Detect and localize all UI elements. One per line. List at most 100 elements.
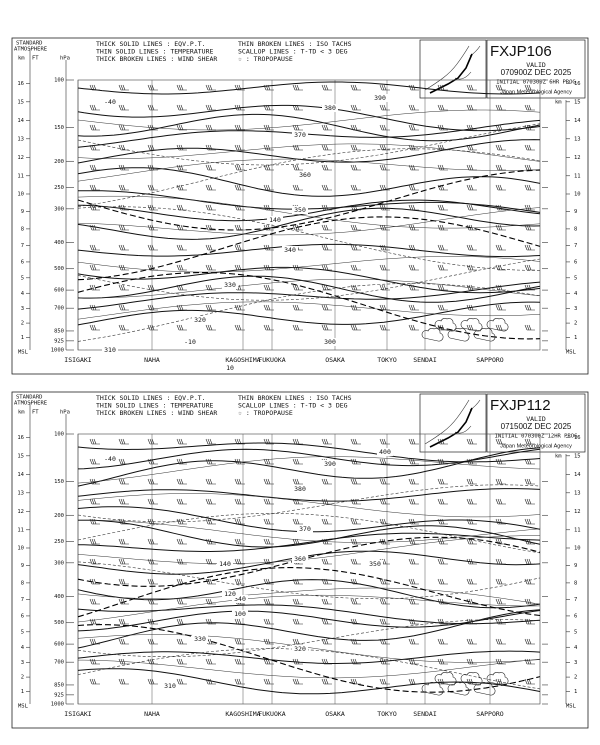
wind-barb: [205, 104, 216, 111]
contour-label: 140: [269, 216, 281, 224]
wind-barb: [466, 558, 477, 565]
wind-barb: [466, 638, 477, 645]
wind-barb: [466, 518, 477, 525]
wind-barb: [408, 678, 419, 685]
eqv-pt-line: [77, 447, 541, 487]
km-label: 3: [574, 306, 577, 312]
wind-barb: [89, 144, 100, 151]
wind-barb: [321, 678, 332, 685]
km-label: 11: [17, 527, 24, 533]
pressure-label: 500: [54, 266, 64, 272]
eqv-pt-line: [77, 448, 541, 470]
wind-barb: [524, 324, 535, 331]
wind-barb: [118, 284, 129, 291]
wind-barb: [263, 498, 274, 505]
wind-barb: [147, 638, 158, 645]
wind-barb: [408, 324, 419, 331]
eqv-pt-line: [77, 113, 541, 142]
km-label: 3: [21, 306, 24, 312]
pressure-label: 925: [54, 338, 64, 344]
wind-barb: [176, 304, 187, 311]
wind-barb: [234, 678, 245, 685]
wind-barb: [466, 224, 477, 231]
wind-barb: [350, 204, 361, 211]
km-label: 10: [17, 545, 24, 551]
label-bg: [297, 525, 313, 533]
wind-barb: [205, 144, 216, 151]
wind-barb: [205, 204, 216, 211]
wind-barb: [205, 618, 216, 625]
wind-barb: [176, 224, 187, 231]
temperature-line: [77, 195, 541, 229]
wind-barb: [205, 284, 216, 291]
wind-barb: [176, 264, 187, 271]
km-label: 16: [574, 81, 581, 87]
km-label: 12: [574, 509, 581, 515]
wind-barb: [321, 284, 332, 291]
wind-barb: [466, 678, 477, 685]
contour-label: -10: [184, 338, 196, 346]
wind-barb: [89, 224, 100, 231]
contour-label: 140: [219, 560, 231, 568]
eqv-pt-line: [77, 604, 541, 625]
wind-barb: [466, 618, 477, 625]
label-bg: [292, 485, 308, 493]
axis-unit: km: [18, 410, 25, 416]
wind-barb: [205, 224, 216, 231]
wind-barb: [147, 104, 158, 111]
km-label: 2: [21, 321, 24, 327]
wind-barb: [350, 324, 361, 331]
wind-barb: [350, 144, 361, 151]
wind-barb: [466, 84, 477, 91]
km-label: 5: [21, 275, 24, 281]
wind-barb: [408, 518, 419, 525]
contour-label: 400: [379, 448, 391, 456]
axis-note: ATMOSPHERE: [14, 401, 47, 407]
wind-barb: [524, 638, 535, 645]
axis-note: STANDARD: [16, 41, 43, 47]
wind-barb: [89, 638, 100, 645]
wind-barb: [89, 478, 100, 485]
wind-barb: [495, 244, 506, 251]
wind-barb: [234, 498, 245, 505]
label-bg: [222, 281, 238, 289]
wind-barb: [524, 84, 535, 91]
wind-barb: [495, 558, 506, 565]
wind-barb: [321, 204, 332, 211]
wind-barb: [321, 144, 332, 151]
valid-time: 070900Z DEC 2025: [501, 68, 572, 77]
wind-barb: [350, 518, 361, 525]
wind-barb: [263, 204, 274, 211]
wind-barb: [263, 244, 274, 251]
wind-barb: [321, 658, 332, 665]
axis-unit: MSL: [566, 350, 577, 356]
moisture-scallop: [421, 682, 444, 696]
label-bg: [232, 595, 248, 603]
km-label: 1: [21, 335, 24, 341]
eqv-pt-line: [77, 207, 541, 240]
wind-barb: [89, 618, 100, 625]
wind-barb: [408, 498, 419, 505]
wind-barb: [379, 578, 390, 585]
wind-barb: [321, 618, 332, 625]
contour-label: 120: [224, 590, 236, 598]
km-label: 7: [21, 597, 24, 603]
wind-barb: [495, 658, 506, 665]
km-label: 1: [574, 335, 577, 341]
label-bg: [292, 206, 308, 214]
wind-barb: [234, 618, 245, 625]
station-label: FUKUOKA: [258, 356, 285, 364]
wind-barb: [234, 304, 245, 311]
wind-barb: [205, 458, 216, 465]
pressure-label: 600: [54, 642, 64, 648]
wind-barb: [524, 678, 535, 685]
wind-barb: [437, 618, 448, 625]
wind-barb: [234, 144, 245, 151]
wind-barb: [147, 538, 158, 545]
wind-barb: [321, 164, 332, 171]
wind-barb: [408, 304, 419, 311]
wind-barb: [263, 264, 274, 271]
contour-label: 380: [294, 485, 306, 493]
